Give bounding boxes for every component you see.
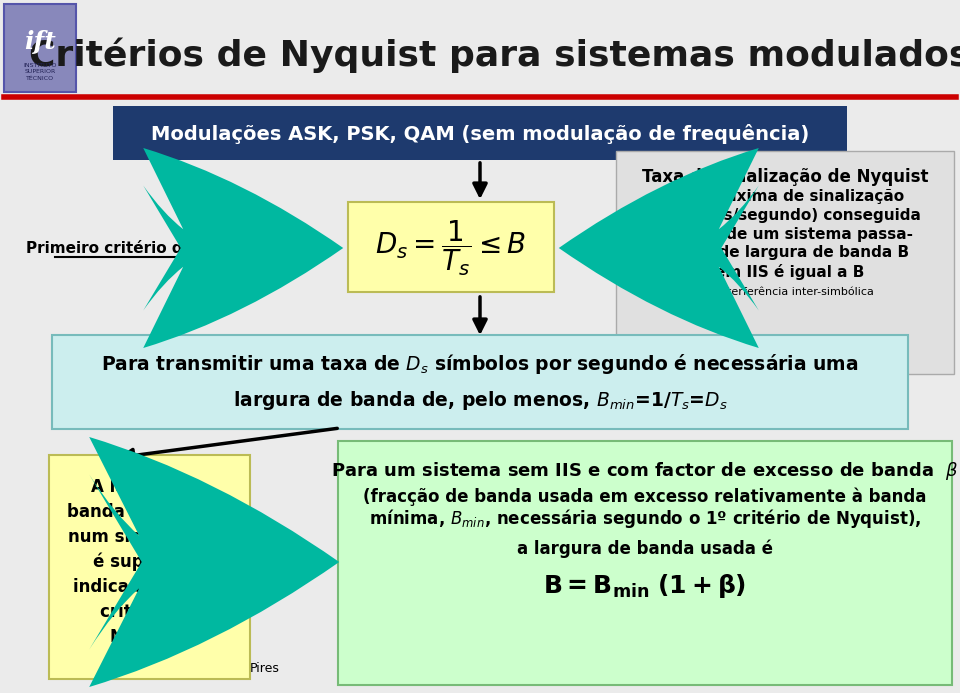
Text: Para transmitir uma taxa de $D_s$ símbolos por segundo é necessária uma: Para transmitir uma taxa de $D_s$ símbol… bbox=[101, 352, 859, 376]
Text: largura de banda de, pelo menos, $B_{min}$=1/$T_s$=$D_s$: largura de banda de, pelo menos, $B_{min… bbox=[232, 389, 728, 412]
Text: Primeiro critério de Nyquist: Primeiro critério de Nyquist bbox=[26, 240, 264, 256]
FancyBboxPatch shape bbox=[338, 441, 952, 685]
Text: A largura de
banda necessária
num sistema real
é superior à
indicada pelo 1º
cri: A largura de banda necessária num sistem… bbox=[67, 477, 230, 647]
Text: Taxa máxima de sinalização: Taxa máxima de sinalização bbox=[666, 188, 904, 204]
Text: mínima, $B_{min}$, necessária segundo o 1º critério de Nyquist),: mínima, $B_{min}$, necessária segundo o … bbox=[369, 507, 922, 530]
Text: $D_s = \dfrac{1}{T_s} \leq B$: $D_s = \dfrac{1}{T_s} \leq B$ bbox=[375, 218, 526, 278]
Text: Modulações ASK, PSK, QAM (sem modulação de frequência): Modulações ASK, PSK, QAM (sem modulação … bbox=[151, 124, 809, 144]
FancyArrowPatch shape bbox=[143, 148, 344, 348]
FancyBboxPatch shape bbox=[49, 455, 250, 679]
Text: Taxa de sinalização de Nyquist: Taxa de sinalização de Nyquist bbox=[641, 168, 928, 186]
FancyArrowPatch shape bbox=[89, 437, 339, 687]
Text: sem IIS é igual a B: sem IIS é igual a B bbox=[706, 264, 864, 280]
Text: (fracção de banda usada em excesso relativamente à banda: (fracção de banda usada em excesso relat… bbox=[363, 488, 926, 507]
FancyBboxPatch shape bbox=[4, 4, 76, 92]
Text: a largura de banda usada é: a largura de banda usada é bbox=[517, 540, 773, 559]
FancyBboxPatch shape bbox=[52, 335, 908, 429]
Text: $\mathbf{B=B_{min}\ (1+\beta)}$: $\mathbf{B=B_{min}\ (1+\beta)}$ bbox=[543, 572, 747, 600]
Text: Critérios de Nyquist para sistemas modulados: Critérios de Nyquist para sistemas modul… bbox=[30, 37, 960, 73]
Text: (símbolos/segundo) conseguida: (símbolos/segundo) conseguida bbox=[650, 207, 921, 223]
Text: através de um sistema passa-: através de um sistema passa- bbox=[657, 226, 914, 242]
FancyBboxPatch shape bbox=[348, 202, 554, 292]
Text: banda de largura de banda B: banda de largura de banda B bbox=[660, 245, 909, 260]
Text: Para um sistema sem IIS e com factor de excesso de banda  $\beta$: Para um sistema sem IIS e com factor de … bbox=[331, 460, 959, 482]
Text: Pires: Pires bbox=[250, 662, 280, 674]
FancyBboxPatch shape bbox=[616, 151, 954, 374]
Text: INSTITUTO
SUPERIOR
TÉCNICO: INSTITUTO SUPERIOR TÉCNICO bbox=[23, 63, 57, 81]
FancyArrowPatch shape bbox=[559, 148, 758, 348]
FancyBboxPatch shape bbox=[113, 106, 847, 160]
Text: ift: ift bbox=[24, 30, 56, 54]
Text: IIS: interferência inter-simbólica: IIS: interferência inter-simbólica bbox=[696, 287, 874, 297]
